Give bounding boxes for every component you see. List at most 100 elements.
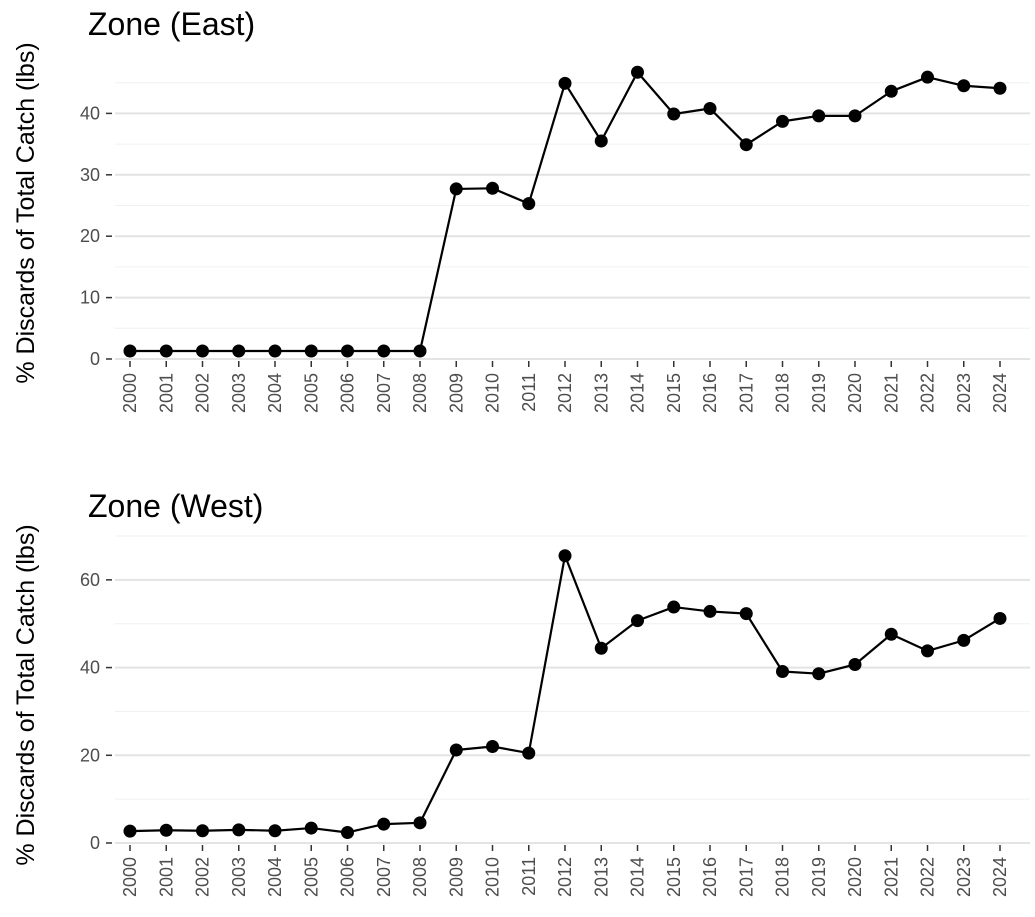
data-point xyxy=(848,658,862,672)
x-tick-label: 2011 xyxy=(519,857,539,896)
x-tick-label: 2009 xyxy=(446,857,466,897)
x-tick-label: 2003 xyxy=(229,857,249,897)
data-point xyxy=(631,65,644,79)
x-tick-label: 2014 xyxy=(628,857,648,897)
x-tick-label: 2016 xyxy=(700,857,720,897)
x-tick-label: 2012 xyxy=(555,373,575,413)
data-point xyxy=(159,344,173,358)
data-point xyxy=(449,743,463,757)
chart-svg-east: 0 10 20 30 40 2000 2001 2002 2003 2004 2005 2006 200… xyxy=(12,42,1030,413)
data-point xyxy=(232,344,246,358)
x-tick-label: 2008 xyxy=(410,857,430,897)
data-point xyxy=(413,344,427,358)
x-tick-label: 2006 xyxy=(338,373,358,413)
data-point xyxy=(812,109,826,123)
x-tick-label: 2019 xyxy=(809,373,829,413)
data-point xyxy=(558,76,572,90)
data-point xyxy=(486,181,499,195)
y-tick-label: 30 xyxy=(80,165,100,185)
data-point xyxy=(449,182,463,196)
x-tick-label: 2007 xyxy=(374,857,394,897)
data-point xyxy=(123,344,137,358)
x-tick-label: 2013 xyxy=(591,373,611,413)
x-tick-label: 2001 xyxy=(156,373,176,413)
data-point xyxy=(703,101,717,115)
data-point xyxy=(268,824,282,838)
data-point xyxy=(993,611,1007,625)
y-tick-label: 40 xyxy=(80,103,100,123)
x-tick-label: 2006 xyxy=(338,857,358,897)
x-tick-label: 2016 xyxy=(700,373,720,413)
x-tick-label: 2015 xyxy=(664,857,684,897)
data-point xyxy=(341,344,354,358)
y-axis-label: % Discards of Total Catch (lbs) xyxy=(12,42,40,383)
x-tick-label: 2009 xyxy=(446,373,466,413)
data-point xyxy=(159,823,173,837)
data-point xyxy=(196,344,209,358)
data-point xyxy=(631,614,644,628)
x-tick-label: 2010 xyxy=(483,857,503,897)
x-tick-label: 2021 xyxy=(881,857,901,897)
data-point xyxy=(377,817,391,831)
data-point xyxy=(957,633,971,647)
x-tick-label: 2018 xyxy=(773,857,793,897)
x-tick-label: 2020 xyxy=(845,373,865,413)
y-axis-label: % Discards of Total Catch (lbs) xyxy=(12,524,40,865)
x-tick-label: 2008 xyxy=(410,373,430,413)
x-tick-label: 2005 xyxy=(301,373,321,413)
data-point xyxy=(921,644,934,658)
data-point xyxy=(413,816,427,830)
x-tick-label: 2000 xyxy=(120,857,140,897)
y-tick-label: 20 xyxy=(80,226,100,246)
x-tick-label: 2018 xyxy=(773,373,793,413)
x-tick-label: 2019 xyxy=(809,857,829,897)
x-tick-label: 2020 xyxy=(845,857,865,897)
x-tick-label: 2004 xyxy=(265,373,285,413)
data-point xyxy=(341,825,354,839)
data-point xyxy=(594,641,608,655)
data-point xyxy=(921,70,934,84)
data-point xyxy=(848,109,862,123)
data-point xyxy=(993,81,1007,95)
data-point xyxy=(268,344,282,358)
x-tick-label: 2022 xyxy=(918,373,938,413)
x-tick-label: 2004 xyxy=(265,857,285,897)
x-tick-label: 2021 xyxy=(881,373,901,413)
data-point xyxy=(957,79,971,93)
y-tick-label: 10 xyxy=(80,288,100,308)
x-tick-label: 2024 xyxy=(990,857,1010,897)
data-point xyxy=(304,821,318,835)
data-point xyxy=(667,107,681,121)
data-point xyxy=(558,549,572,563)
y-tick-label: 20 xyxy=(80,745,100,765)
y-tick-label: 0 xyxy=(90,833,100,853)
data-point xyxy=(196,824,209,838)
x-tick-label: 2024 xyxy=(990,373,1010,413)
series-line xyxy=(129,554,1001,834)
x-tick-label: 2022 xyxy=(918,857,938,897)
x-tick-label: 2007 xyxy=(374,373,394,413)
x-tick-label: 2013 xyxy=(591,857,611,897)
data-point xyxy=(522,746,536,760)
chart-panel-west: Zone (West) 0 20 40 60 2000 2001 2002 2003 2004 2… xyxy=(0,440,1035,917)
x-tick-label: 2011 xyxy=(519,373,539,412)
data-point xyxy=(594,134,608,148)
data-point xyxy=(667,600,681,614)
chart-svg-west: 0 20 40 60 2000 2001 2002 2003 2004 2005 2006 2007 2… xyxy=(12,524,1030,897)
x-tick-label: 2001 xyxy=(156,857,176,897)
data-point xyxy=(884,627,898,641)
y-tick-label: 0 xyxy=(90,349,100,369)
data-point xyxy=(776,114,789,128)
x-tick-label: 2015 xyxy=(664,373,684,413)
data-point xyxy=(377,344,391,358)
x-tick-label: 2012 xyxy=(555,857,575,897)
x-tick-label: 2023 xyxy=(954,857,974,897)
data-point xyxy=(304,344,318,358)
x-tick-label: 2000 xyxy=(120,373,140,413)
y-tick-label: 60 xyxy=(80,570,100,590)
data-point xyxy=(812,667,826,681)
x-tick-label: 2002 xyxy=(193,373,213,413)
x-tick-label: 2017 xyxy=(736,857,756,897)
data-point xyxy=(703,604,717,618)
data-point xyxy=(232,823,246,837)
